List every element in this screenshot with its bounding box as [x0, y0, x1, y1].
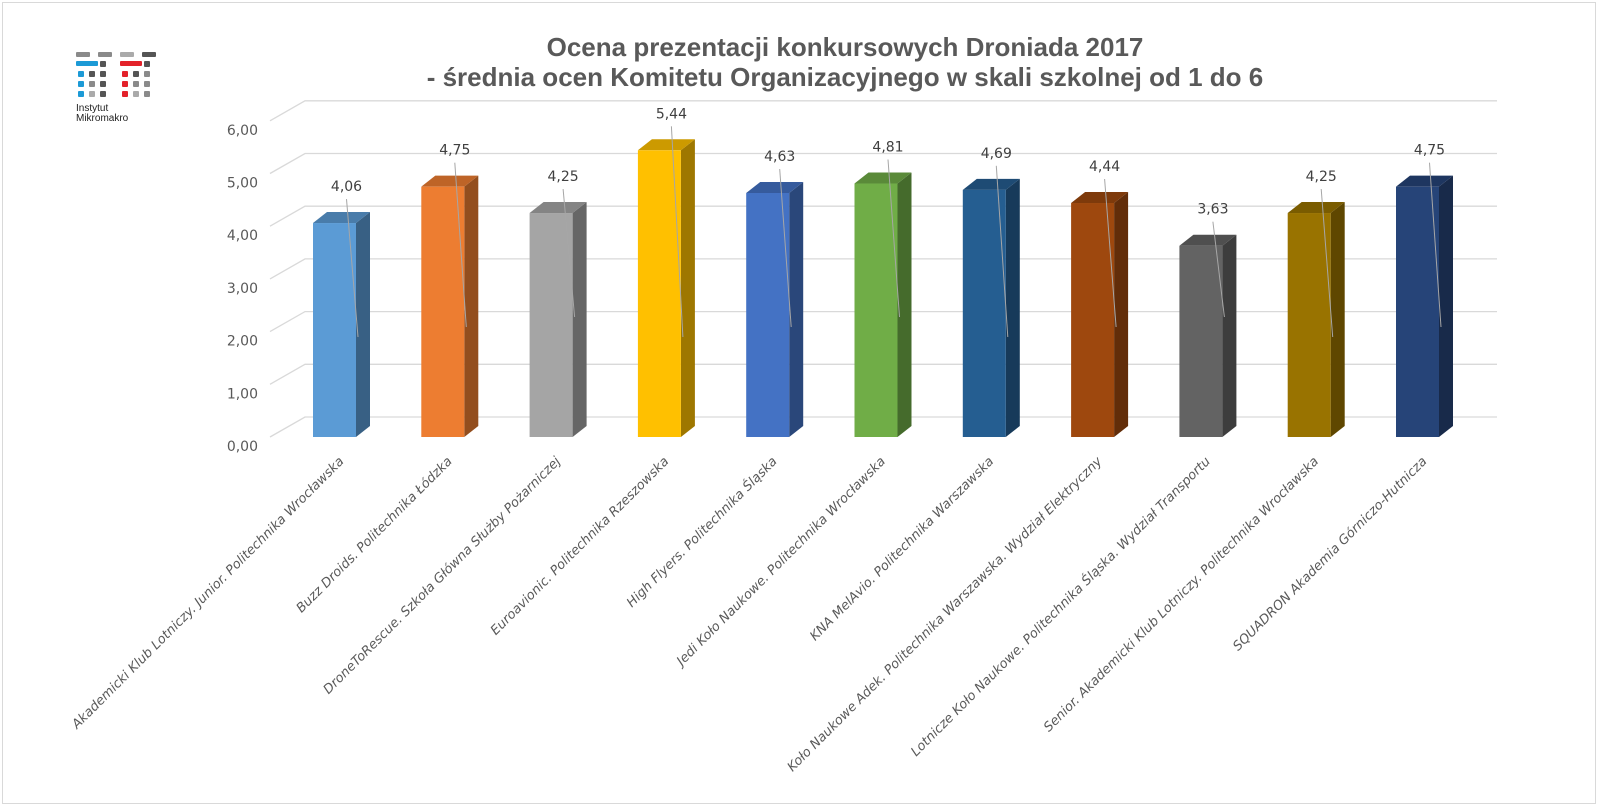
logo-dot — [122, 81, 128, 87]
logo-dot — [78, 91, 84, 97]
chart-title: Ocena prezentacji konkursowych Droniada … — [320, 32, 1370, 92]
logo-dot — [78, 71, 84, 77]
chart-title-line2: - średnia ocen Komitetu Organizacyjnego … — [426, 62, 1264, 92]
chart-title-line1: Ocena prezentacji konkursowych Droniada … — [546, 32, 1144, 62]
logo-dot — [100, 81, 106, 87]
logo-dot — [144, 81, 150, 87]
logo-dot — [78, 81, 84, 87]
logo-dot — [133, 81, 139, 87]
logo-text: Instytut Mikromakro — [76, 104, 128, 124]
logo-dot — [133, 91, 139, 97]
logo-dot — [100, 71, 106, 77]
logo-dot — [89, 71, 95, 77]
logo-dot — [122, 71, 128, 77]
logo-dot — [144, 61, 150, 67]
logo-dot — [133, 71, 139, 77]
logo-dot — [122, 91, 128, 97]
logo-dot — [89, 81, 95, 87]
logo-dot — [144, 91, 150, 97]
logo-line1: Instytut — [76, 103, 109, 114]
logo-icon — [76, 52, 156, 97]
logo-line2: Mikromakro — [76, 113, 129, 124]
logo-dot — [89, 91, 95, 97]
logo-dot — [144, 71, 150, 77]
logo-dot — [100, 91, 106, 97]
logo-dot — [100, 61, 106, 67]
